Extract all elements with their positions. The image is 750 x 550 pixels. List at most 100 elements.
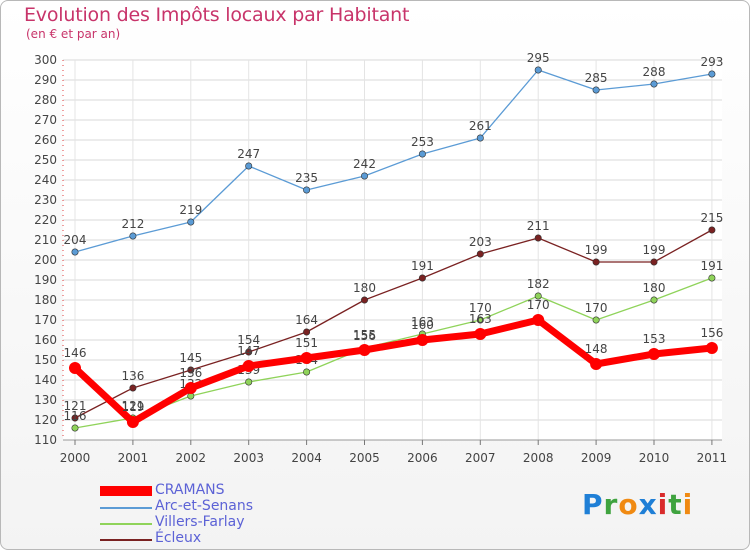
data-point xyxy=(303,186,311,194)
y-tick-label: 240 xyxy=(34,173,57,187)
data-label: 247 xyxy=(237,147,260,161)
data-point xyxy=(474,328,487,340)
data-label: 155 xyxy=(353,328,376,342)
data-label: 293 xyxy=(700,55,723,69)
x-tick-label: 2010 xyxy=(639,451,670,465)
x-tick-label: 2002 xyxy=(176,451,207,465)
data-point xyxy=(187,218,195,226)
data-label: 182 xyxy=(527,277,550,291)
data-point xyxy=(592,86,600,94)
data-point xyxy=(242,360,255,372)
data-point xyxy=(126,416,139,428)
data-label: 153 xyxy=(643,332,666,346)
data-label: 164 xyxy=(295,313,318,327)
logo-letter: r xyxy=(603,488,619,521)
data-label: 295 xyxy=(527,51,550,65)
series-line-arc-et-senans xyxy=(74,69,713,253)
y-tick-label: 130 xyxy=(34,393,57,407)
chart-subtitle: (en € et par an) xyxy=(26,27,121,41)
x-tick-label: 2005 xyxy=(349,451,380,465)
data-point xyxy=(300,352,313,364)
data-label: 119 xyxy=(121,400,144,414)
data-label: 170 xyxy=(527,298,550,312)
data-point xyxy=(708,226,716,234)
series-line--cleux xyxy=(74,229,713,419)
data-point xyxy=(245,162,253,170)
data-label: 235 xyxy=(295,171,318,185)
logo-letter: x xyxy=(638,488,658,521)
data-point xyxy=(187,366,195,374)
y-tick-label: 200 xyxy=(34,253,57,267)
data-label: 242 xyxy=(353,157,376,171)
chart-title: Evolution des Impôts locaux par Habitant xyxy=(24,4,410,26)
y-tick-label: 270 xyxy=(34,113,57,127)
data-point xyxy=(534,292,542,300)
data-label: 211 xyxy=(527,219,550,233)
data-label: 203 xyxy=(469,235,492,249)
y-tick-label: 120 xyxy=(34,413,57,427)
data-point xyxy=(708,70,716,78)
legend-swatch-villers-farlay xyxy=(100,523,152,525)
data-label: 163 xyxy=(469,312,492,326)
y-tick-label: 170 xyxy=(34,313,57,327)
data-point xyxy=(705,342,718,354)
data-label: 148 xyxy=(585,342,608,356)
data-point xyxy=(476,134,484,142)
logo-letter: P xyxy=(582,488,604,521)
data-label: 146 xyxy=(64,346,87,360)
data-label: 215 xyxy=(700,211,723,225)
data-label: 151 xyxy=(295,336,318,350)
data-point xyxy=(592,258,600,266)
data-point xyxy=(534,66,542,74)
data-point xyxy=(71,424,79,432)
data-label: 180 xyxy=(353,281,376,295)
data-label: 147 xyxy=(237,344,260,358)
x-tick-label: 2004 xyxy=(291,451,322,465)
logo-letter: t xyxy=(668,488,683,521)
data-point xyxy=(71,414,79,422)
x-tick-label: 2008 xyxy=(523,451,554,465)
y-tick-label: 230 xyxy=(34,193,57,207)
data-label: 204 xyxy=(64,233,87,247)
data-label: 288 xyxy=(643,65,666,79)
legend-swatch-arc-et-senans xyxy=(100,507,152,509)
data-label: 156 xyxy=(700,326,723,340)
data-point xyxy=(708,274,716,282)
y-tick-label: 290 xyxy=(34,73,57,87)
x-tick-label: 2001 xyxy=(118,451,149,465)
data-point xyxy=(416,334,429,346)
data-label: 261 xyxy=(469,119,492,133)
legend-label-ecleux: Écleux xyxy=(155,530,202,546)
data-point xyxy=(71,248,79,256)
y-tick-label: 220 xyxy=(34,213,57,227)
data-point xyxy=(592,316,600,324)
data-label: 170 xyxy=(469,301,492,315)
data-point xyxy=(245,378,253,386)
data-label: 160 xyxy=(411,318,434,332)
y-tick-label: 250 xyxy=(34,153,57,167)
data-point xyxy=(650,258,658,266)
data-label: 154 xyxy=(237,333,260,347)
data-label: 121 xyxy=(121,399,144,413)
data-point xyxy=(476,316,484,324)
x-tick-label: 2007 xyxy=(465,451,496,465)
data-point xyxy=(129,384,137,392)
data-label: 170 xyxy=(585,301,608,315)
logo-letter: o xyxy=(618,488,639,521)
legend-label-cramans: CRAMANS xyxy=(155,482,225,498)
data-label: 145 xyxy=(179,351,202,365)
data-point xyxy=(245,348,253,356)
data-label: 219 xyxy=(179,203,202,217)
data-label: 191 xyxy=(411,259,434,273)
data-point xyxy=(358,344,371,356)
data-point xyxy=(532,314,545,326)
data-point xyxy=(650,80,658,88)
y-tick-label: 280 xyxy=(34,93,57,107)
data-label: 156 xyxy=(353,329,376,343)
y-tick-label: 260 xyxy=(34,133,57,147)
series-line-villers-farlay xyxy=(74,277,713,429)
data-label: 180 xyxy=(643,281,666,295)
data-label: 136 xyxy=(121,369,144,383)
data-label: 191 xyxy=(700,259,723,273)
y-tick-label: 210 xyxy=(34,233,57,247)
